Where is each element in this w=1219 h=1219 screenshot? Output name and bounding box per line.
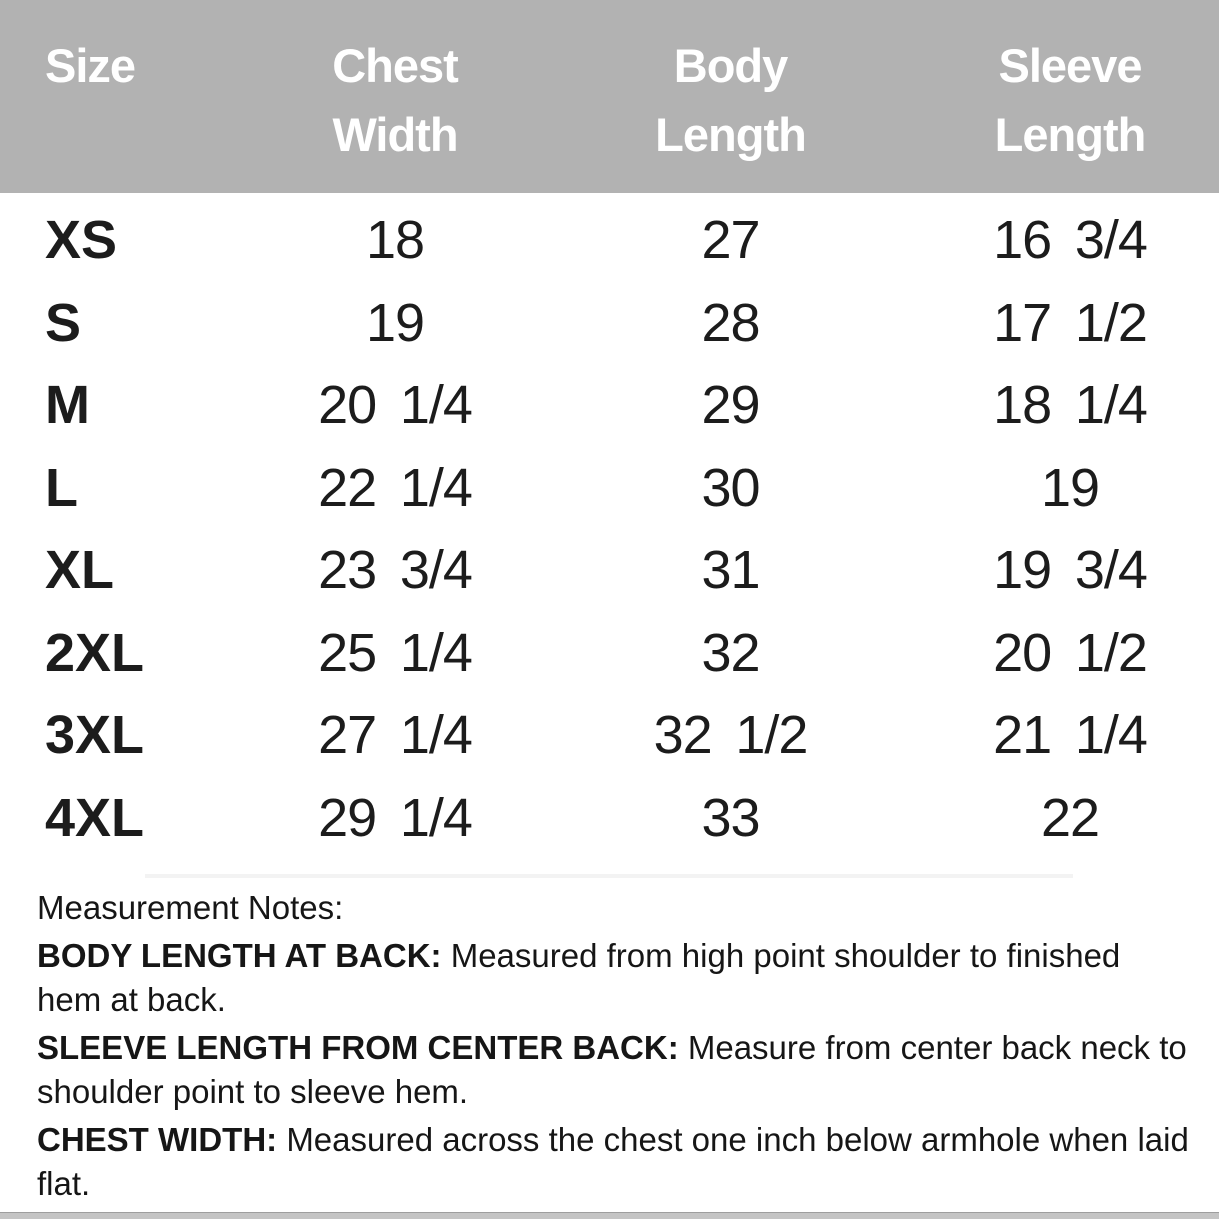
size-cell: M (45, 375, 90, 436)
chest-width-cell: 19 (365, 292, 425, 353)
table-row: 2XL 25 1/4 32 20 1/2 (0, 612, 1219, 695)
note-sleeve-length: SLEEVE LENGTH FROM CENTER BACK: Measure … (37, 1026, 1192, 1114)
body-length-cell: 29 (701, 375, 760, 436)
table-row: 3XL 27 1/4 32 1/2 21 1/4 (0, 694, 1219, 777)
body-length-cell: 32 1/2 (653, 705, 809, 766)
column-header-body-length-line1: Body (673, 39, 789, 92)
notes-heading: Measurement Notes: (37, 889, 344, 926)
table-notes-divider (145, 874, 1073, 878)
note-body-length-label: BODY LENGTH AT BACK: (37, 937, 442, 974)
size-cell: XL (45, 540, 115, 601)
column-header-sleeve-length-line2: Length (994, 108, 1147, 161)
size-cell: 3XL (45, 705, 145, 766)
note-chest-width-label: CHEST WIDTH: (37, 1121, 278, 1158)
sleeve-length-cell: 20 1/2 (993, 622, 1148, 683)
body-length-cell: 31 (701, 540, 760, 601)
column-header-sleeve-length-line1: Sleeve (998, 39, 1143, 92)
sleeve-length-cell: 19 (1040, 457, 1100, 518)
sleeve-length-cell: 21 1/4 (993, 705, 1148, 766)
size-cell: XS (45, 210, 118, 271)
note-chest-width-text: Measured across the chest one inch below… (37, 1121, 1189, 1202)
size-cell: 2XL (45, 622, 145, 683)
sleeve-length-cell: 18 1/4 (993, 375, 1148, 436)
sleeve-length-cell: 16 3/4 (993, 210, 1148, 271)
chest-width-cell: 18 (365, 210, 425, 271)
chest-width-cell: 27 1/4 (318, 705, 473, 766)
table-header: Size Chest Width Body Length Sleeve Leng… (0, 0, 1219, 193)
table-row: XL 23 3/4 31 19 3/4 (0, 529, 1219, 612)
column-header-sleeve-length: Sleeve Length (921, 0, 1219, 193)
column-header-size: Size (0, 0, 250, 193)
column-header-chest-width-line1: Chest (332, 39, 459, 92)
column-header-chest-width-line2: Width (332, 108, 458, 161)
note-sleeve-length-label: SLEEVE LENGTH FROM CENTER BACK: (37, 1029, 679, 1066)
chest-width-cell: 23 3/4 (318, 540, 473, 601)
column-header-body-length: Body Length (540, 0, 921, 193)
chest-width-cell: 22 1/4 (318, 457, 473, 518)
note-body-length-text: Measured from high point shoulder to fin… (37, 937, 1121, 1018)
bottom-edge-bar (0, 1212, 1219, 1219)
table-row: M 20 1/4 29 18 1/4 (0, 364, 1219, 447)
note-chest-width: CHEST WIDTH: Measured across the chest o… (37, 1118, 1192, 1206)
measurement-notes: Measurement Notes: BODY LENGTH AT BACK: … (37, 886, 1192, 1210)
column-header-body-length-line2: Length (655, 108, 807, 161)
column-header-chest-width: Chest Width (250, 0, 540, 193)
chest-width-cell: 25 1/4 (318, 622, 473, 683)
table-row: XS 18 27 16 3/4 (0, 199, 1219, 282)
table-row: 4XL 29 1/4 33 22 (0, 777, 1219, 860)
body-length-cell: 30 (701, 457, 760, 518)
size-cell: L (45, 457, 78, 518)
note-body-length: BODY LENGTH AT BACK: Measured from high … (37, 934, 1192, 1022)
chest-width-cell: 29 1/4 (318, 787, 473, 848)
chest-width-cell: 20 1/4 (318, 375, 473, 436)
table-row: S 19 28 17 1/2 (0, 282, 1219, 365)
body-length-cell: 27 (701, 210, 760, 271)
table-body: XS 18 27 16 3/4 S 19 28 17 1/2 M 20 1/4 … (0, 193, 1219, 859)
body-length-cell: 33 (701, 787, 760, 848)
size-cell: S (45, 292, 82, 353)
sleeve-length-cell: 17 1/2 (993, 292, 1148, 353)
column-header-size-label: Size (45, 39, 136, 92)
sleeve-length-cell: 19 3/4 (993, 540, 1148, 601)
body-length-cell: 28 (701, 292, 760, 353)
note-sleeve-length-text: Measure from center back neck to shoulde… (37, 1029, 1187, 1110)
sleeve-length-cell: 22 (1040, 787, 1100, 848)
table-row: L 22 1/4 30 19 (0, 447, 1219, 530)
body-length-cell: 32 (701, 622, 760, 683)
size-cell: 4XL (45, 787, 145, 848)
